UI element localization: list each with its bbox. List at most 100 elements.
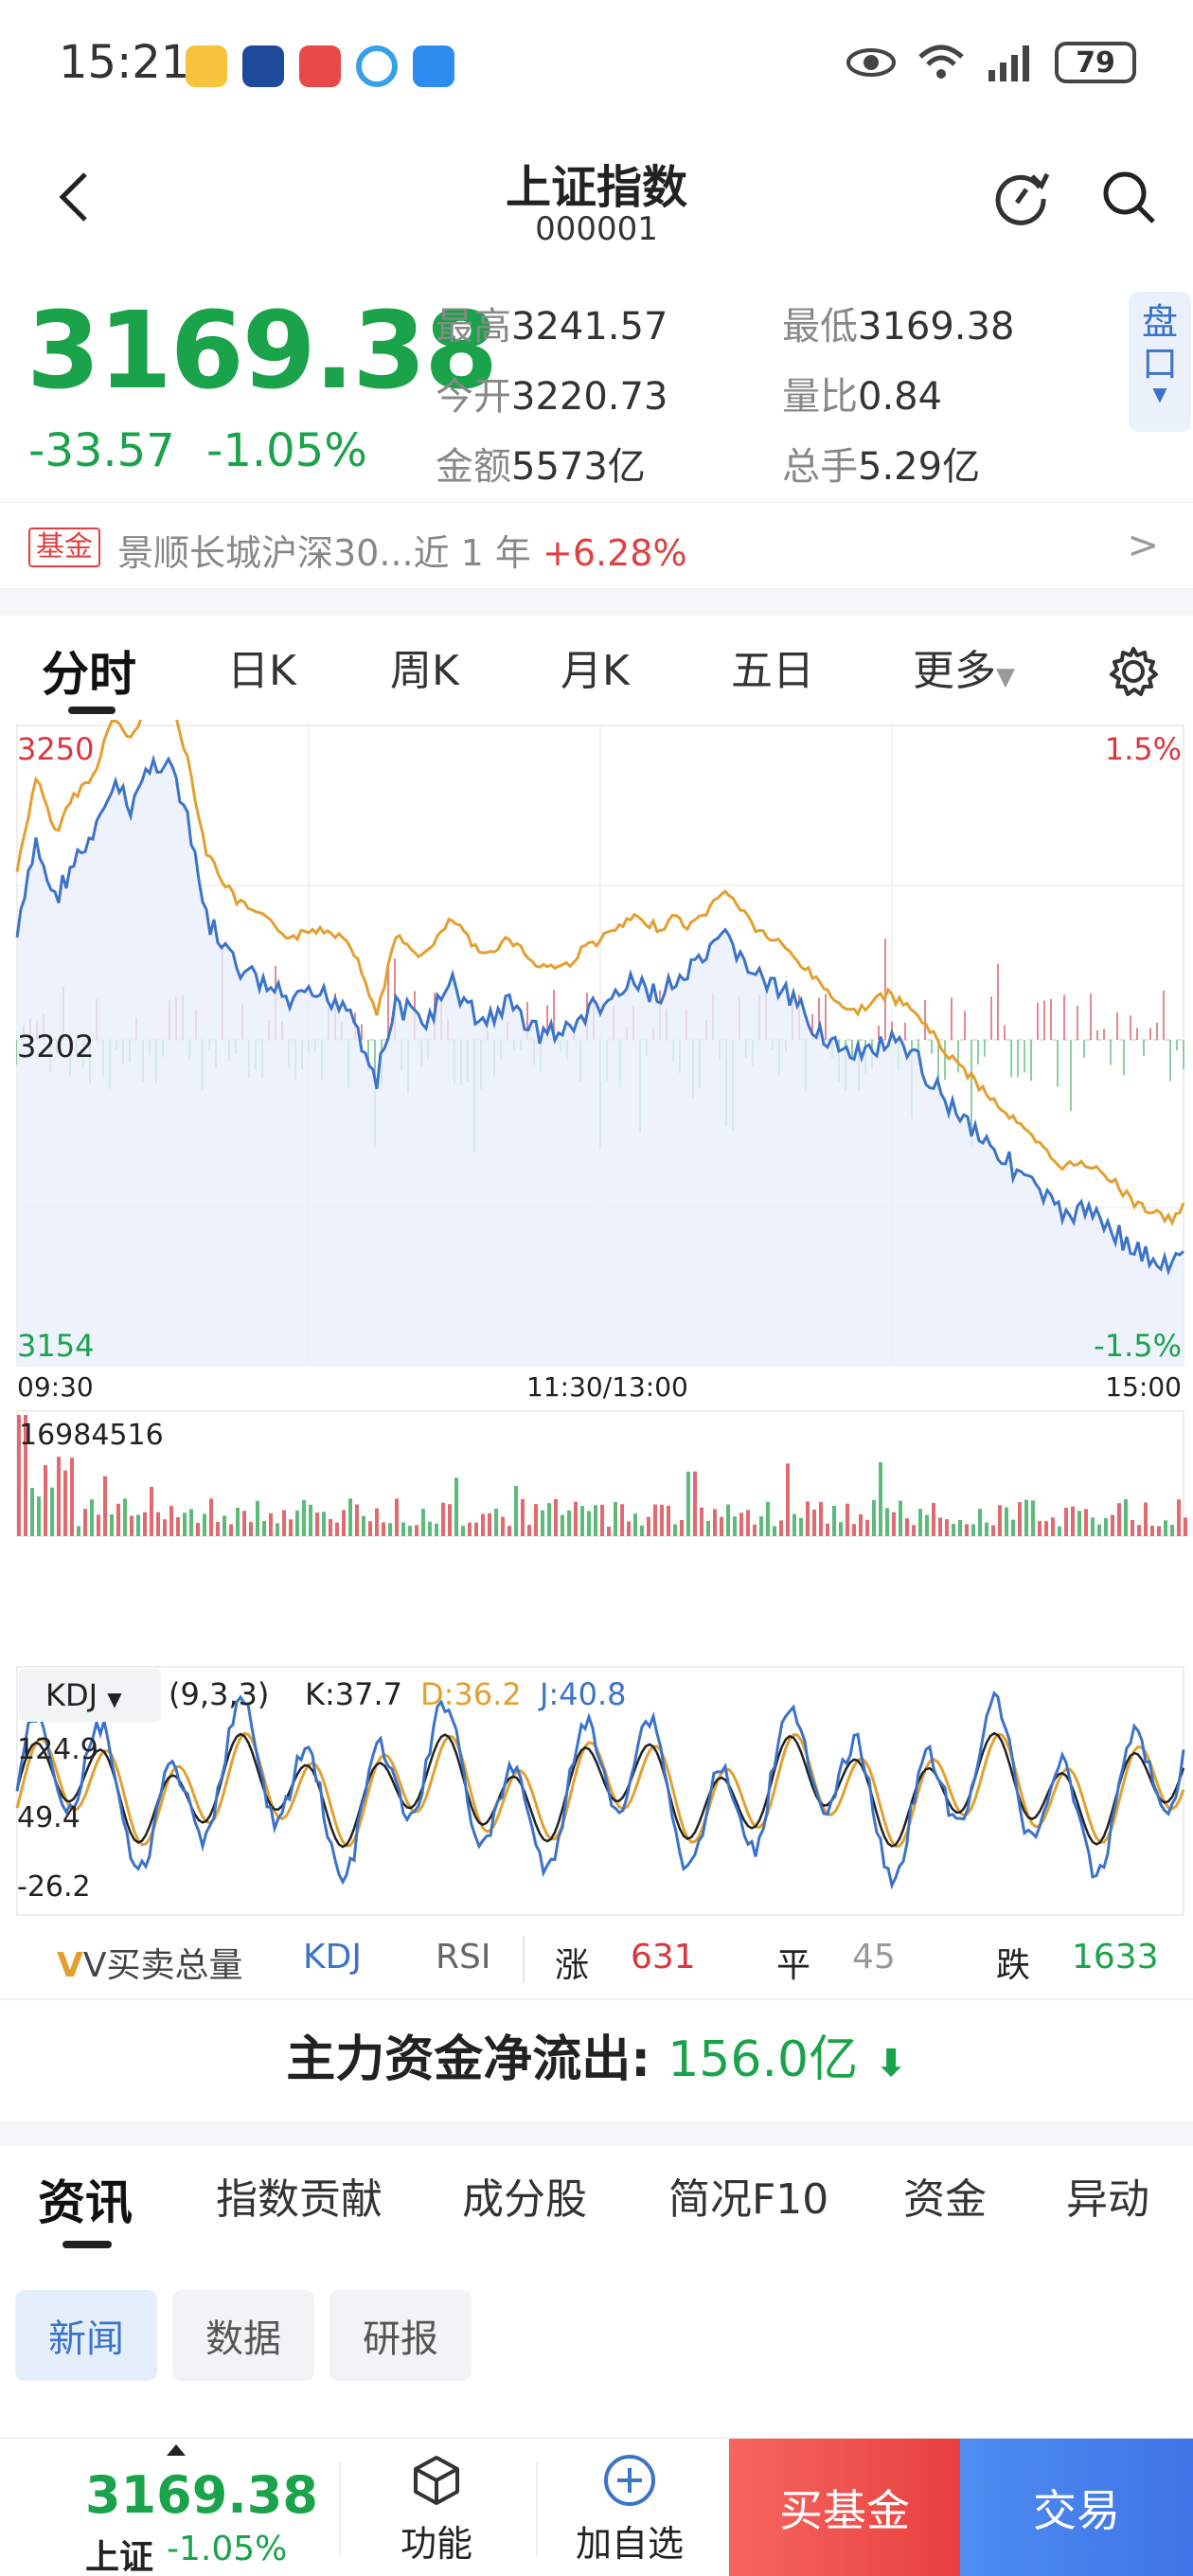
volume-bar: [1011, 1519, 1015, 1536]
volume-bar: [362, 1515, 365, 1536]
tab-monthly-k[interactable]: 月K: [561, 647, 630, 695]
pankou-button[interactable]: 盘口 ▼: [1129, 292, 1191, 432]
search-icon[interactable]: [1098, 167, 1159, 227]
volume-bar: [223, 1515, 226, 1536]
volume-bar: [759, 1516, 763, 1536]
caret-up-icon: [167, 2444, 186, 2456]
kdj-k-value: K:37.7: [305, 1676, 403, 1712]
tab-more[interactable]: 更多▼: [913, 636, 1015, 697]
volume-bar: [527, 1525, 531, 1536]
volume-bar: [580, 1506, 584, 1536]
section-divider: [0, 589, 1193, 616]
volume-bar: [607, 1526, 611, 1536]
fund-name: 景顺长城沪深30...近 1 年: [117, 532, 531, 574]
stat-label: 总手: [782, 445, 858, 489]
volume-bar: [196, 1523, 200, 1536]
tab-funds[interactable]: 资金: [903, 2175, 987, 2224]
volume-bar: [773, 1526, 776, 1536]
volume-bar: [256, 1500, 259, 1536]
volume-bar: [819, 1501, 823, 1536]
chip-data[interactable]: 数据: [172, 2290, 314, 2381]
volume-bar: [269, 1512, 273, 1536]
volume-bar: [686, 1471, 690, 1536]
money-flow-value: 156.0亿: [668, 2031, 859, 2088]
caret-down-icon: ▼: [996, 663, 1015, 691]
tab-intraday[interactable]: 分时: [42, 647, 136, 702]
huawei-app-icon: [299, 45, 341, 87]
volume-bar: [474, 1522, 478, 1536]
stat-label: 最低: [782, 305, 858, 349]
stat-total-hands: 总手5.29亿: [782, 436, 980, 491]
volume-bar: [514, 1486, 518, 1536]
add-watchlist-label: 加自选: [575, 2523, 684, 2565]
back-arrow-icon[interactable]: [53, 169, 95, 225]
volume-bar: [189, 1509, 193, 1536]
volume-bar: [50, 1487, 54, 1536]
volume-bar: [614, 1501, 617, 1536]
tab-news-feed[interactable]: 资讯: [38, 2175, 133, 2230]
function-button[interactable]: 功能: [365, 2452, 507, 2567]
tab-v-total[interactable]: VV买卖总量: [57, 1938, 243, 1987]
gear-icon[interactable]: [1108, 646, 1159, 697]
volume-bar: [806, 1501, 810, 1536]
tab-weekly-k[interactable]: 周K: [390, 647, 459, 695]
fund-banner[interactable]: 基金 景顺长城沪深30...近 1 年 +6.28% >: [0, 502, 1193, 589]
volume-bar: [176, 1517, 180, 1536]
volume-bar: [554, 1498, 558, 1536]
eye-icon: [846, 48, 896, 77]
indicator-selector[interactable]: KDJ ▼: [19, 1669, 161, 1722]
trade-button[interactable]: 交易: [960, 2439, 1193, 2576]
tab-constituents[interactable]: 成分股: [462, 2175, 587, 2224]
volume-bar: [44, 1465, 47, 1536]
tab-kdj[interactable]: KDJ: [303, 1938, 362, 1977]
volume-bar: [262, 1520, 266, 1536]
add-watchlist-button[interactable]: 加自选: [559, 2452, 701, 2567]
tab-rsi[interactable]: RSI: [436, 1938, 491, 1977]
wifi-icon: [918, 45, 964, 79]
volume-bar: [998, 1505, 1002, 1536]
chip-research[interactable]: 研报: [329, 2290, 472, 2381]
volume-bar: [753, 1524, 757, 1536]
function-label: 功能: [400, 2523, 472, 2565]
volume-bar: [633, 1513, 637, 1536]
volume-bar: [30, 1488, 34, 1536]
volume-bar: [77, 1526, 80, 1536]
volume-bar: [156, 1512, 160, 1536]
volume-bars: [17, 1415, 1187, 1536]
tab-index-contribution[interactable]: 指数贡献: [216, 2175, 383, 2224]
chip-news[interactable]: 新闻: [15, 2290, 157, 2381]
volume-bar: [441, 1502, 445, 1536]
volume-bar: [700, 1507, 703, 1536]
volume-bar: [1005, 1507, 1008, 1536]
volume-bar: [978, 1509, 982, 1536]
tab-profile-f10[interactable]: 简况F10: [668, 2175, 829, 2224]
tab-daily-k[interactable]: 日K: [227, 647, 296, 695]
caret-down-icon: ▼: [107, 1688, 122, 1710]
volume-bar: [1164, 1520, 1167, 1536]
volume-bar: [302, 1499, 306, 1536]
volume-bar: [1177, 1499, 1181, 1536]
volume-bar: [534, 1504, 538, 1536]
volume-bar: [985, 1522, 988, 1536]
volume-bar: [169, 1506, 173, 1536]
chart-area[interactable]: [0, 720, 1193, 1932]
page-header: 上证指数 000001: [0, 142, 1193, 256]
volume-bar: [97, 1514, 100, 1536]
divider: [0, 1998, 1193, 2000]
volume-bar: [488, 1512, 491, 1536]
tab-movements[interactable]: 异动: [1066, 2175, 1149, 2224]
tab-five-day[interactable]: 五日: [731, 647, 814, 695]
weibo-icon: [186, 45, 227, 87]
main-money-flow[interactable]: 主力资金净流出: 156.0亿 ⬇: [0, 2019, 1193, 2090]
volume-bar: [846, 1503, 849, 1536]
volume-bar: [395, 1498, 399, 1536]
refresh-icon[interactable]: [990, 167, 1051, 227]
volume-bar: [706, 1520, 710, 1536]
volume-bar: [415, 1525, 418, 1536]
volume-bar: [1157, 1526, 1161, 1536]
volume-bar: [561, 1514, 564, 1536]
buy-fund-button[interactable]: 买基金: [729, 2439, 960, 2576]
volume-bar: [739, 1512, 743, 1536]
volume-bar: [461, 1526, 465, 1536]
volume-bar: [865, 1519, 869, 1536]
